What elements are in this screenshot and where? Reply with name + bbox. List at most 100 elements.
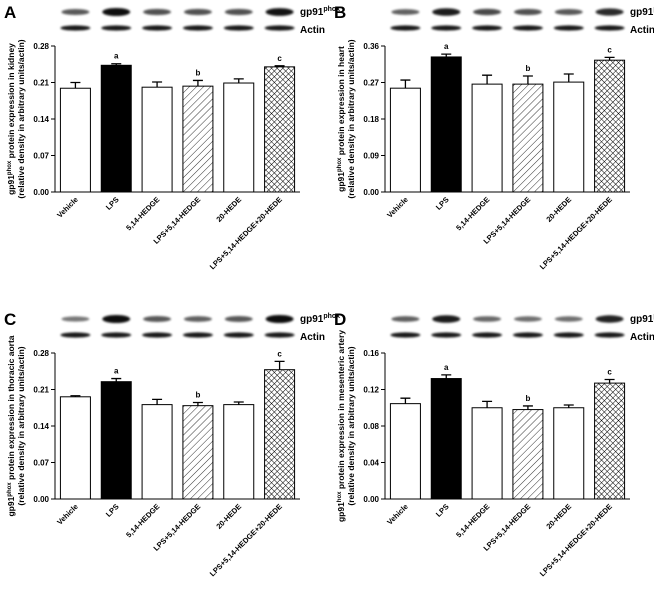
bar xyxy=(594,382,626,500)
blot-band xyxy=(473,316,502,322)
actin-band xyxy=(101,332,132,338)
blot-target-base: gp91 xyxy=(300,314,324,325)
x-tick-label: 5,14-HEDGE xyxy=(454,195,491,232)
error-bar xyxy=(522,75,533,85)
bar xyxy=(141,86,173,193)
y-tick-label: 0.08 xyxy=(363,422,379,431)
y-axis-label: gp91hox protein expression in mesenteric… xyxy=(336,330,346,522)
blot-band xyxy=(102,8,131,16)
x-tick-label: LPS+5,14-HEDGE+20-HEDE xyxy=(208,502,284,578)
bar xyxy=(512,409,544,500)
actin-band xyxy=(101,25,132,31)
y-label-sup: phox xyxy=(7,160,13,175)
x-tick-label: Vehicle xyxy=(55,502,80,527)
bar-annotation: a xyxy=(114,367,119,376)
error-bar xyxy=(400,397,411,404)
blot-control-label: Actin xyxy=(630,332,654,343)
x-tick-label: LPS+5,14-HEDGE+20-HEDE xyxy=(538,195,614,271)
bar xyxy=(223,404,255,500)
actin-band xyxy=(390,332,421,338)
x-tick-label: LPS xyxy=(434,195,451,212)
bar xyxy=(512,83,544,193)
bar xyxy=(471,407,503,500)
blot-target-sup: phox xyxy=(323,6,340,13)
blot-band xyxy=(143,8,172,16)
blot-target-label: gp91phox xyxy=(630,6,654,18)
x-tick-label: 20-HEDE xyxy=(544,502,573,531)
y-axis-label-2: (relative density in arbitrary units/act… xyxy=(16,346,26,505)
bar-annotation: c xyxy=(277,54,282,63)
blot-target-base: gp91 xyxy=(300,7,324,18)
blot-band xyxy=(224,316,253,322)
y-axis-label: gp91phox protein expression in heart xyxy=(336,46,346,192)
y-tick-label: 0.28 xyxy=(33,42,49,51)
y-axis-label-2: (relative density in arbitrary units/act… xyxy=(16,39,26,198)
blot-band xyxy=(102,315,131,323)
y-axis-label-2: (relative density in arbitrary units/act… xyxy=(346,346,356,505)
actin-band xyxy=(512,25,543,31)
error-bar xyxy=(233,78,244,84)
bar-annotation: b xyxy=(195,68,200,77)
y-tick-label: 0.12 xyxy=(363,386,379,395)
panel-label: B xyxy=(334,3,346,22)
error-bar xyxy=(563,404,574,408)
error-bar xyxy=(111,63,122,66)
x-tick-label: 20-HEDE xyxy=(214,502,243,531)
bar xyxy=(471,83,503,193)
error-bar xyxy=(563,73,574,83)
panel-label: C xyxy=(4,310,16,329)
x-tick-label: LPS+5,14-HEDGE+20-HEDE xyxy=(208,195,284,271)
error-bar xyxy=(233,401,244,405)
error-bar xyxy=(522,405,533,410)
blot-band xyxy=(143,316,172,322)
blot-control-label: Actin xyxy=(630,25,654,36)
bar-annotation: a xyxy=(444,42,449,51)
actin-band xyxy=(553,25,584,31)
blot-target-sup: phox xyxy=(323,313,340,320)
error-bar xyxy=(152,398,163,405)
y-tick-label: 0.14 xyxy=(33,422,49,431)
actin-band xyxy=(594,332,625,338)
bar xyxy=(223,82,255,193)
blot-target-base: gp91 xyxy=(630,314,654,325)
actin-band xyxy=(60,332,91,338)
bar-annotation: b xyxy=(525,64,530,73)
y-label-base: gp91 xyxy=(6,175,16,195)
y-tick-label: 0.28 xyxy=(33,349,49,358)
actin-band xyxy=(142,25,173,31)
actin-band xyxy=(264,25,295,31)
actin-band xyxy=(431,25,462,31)
y-tick-label: 0.21 xyxy=(33,79,49,88)
bar-annotation: c xyxy=(277,349,282,358)
blot-band xyxy=(595,8,624,16)
blot xyxy=(390,8,625,31)
chart-panel: Dgp91phoxActingp91hox protein expression… xyxy=(334,310,654,578)
y-tick-label: 0.00 xyxy=(363,495,379,504)
blot-band xyxy=(513,8,542,16)
y-tick-label: 0.07 xyxy=(33,152,49,161)
y-tick-label: 0.27 xyxy=(363,79,379,88)
bar xyxy=(389,403,421,500)
y-tick-label: 0.09 xyxy=(363,152,379,161)
blot-target-label: gp91phox xyxy=(630,313,654,325)
bar-annotation: b xyxy=(195,391,200,400)
error-bar xyxy=(274,360,285,370)
bar xyxy=(182,85,214,193)
error-bar xyxy=(152,81,163,88)
blot-band xyxy=(513,316,542,322)
blot-band xyxy=(224,8,253,16)
y-axis-label: gp91phox protein expression in kidney xyxy=(6,43,16,195)
actin-band xyxy=(594,25,625,31)
blot-target-label: gp91phox xyxy=(300,6,340,18)
x-tick-label: 5,14-HEDGE xyxy=(124,502,161,539)
y-tick-label: 0.04 xyxy=(363,459,379,468)
blot-band xyxy=(432,8,461,16)
bar xyxy=(264,66,296,193)
error-bar xyxy=(70,395,81,397)
actin-band xyxy=(472,332,503,338)
actin-band xyxy=(60,25,91,31)
y-label-sup: phox xyxy=(7,482,13,497)
bar xyxy=(430,378,462,500)
